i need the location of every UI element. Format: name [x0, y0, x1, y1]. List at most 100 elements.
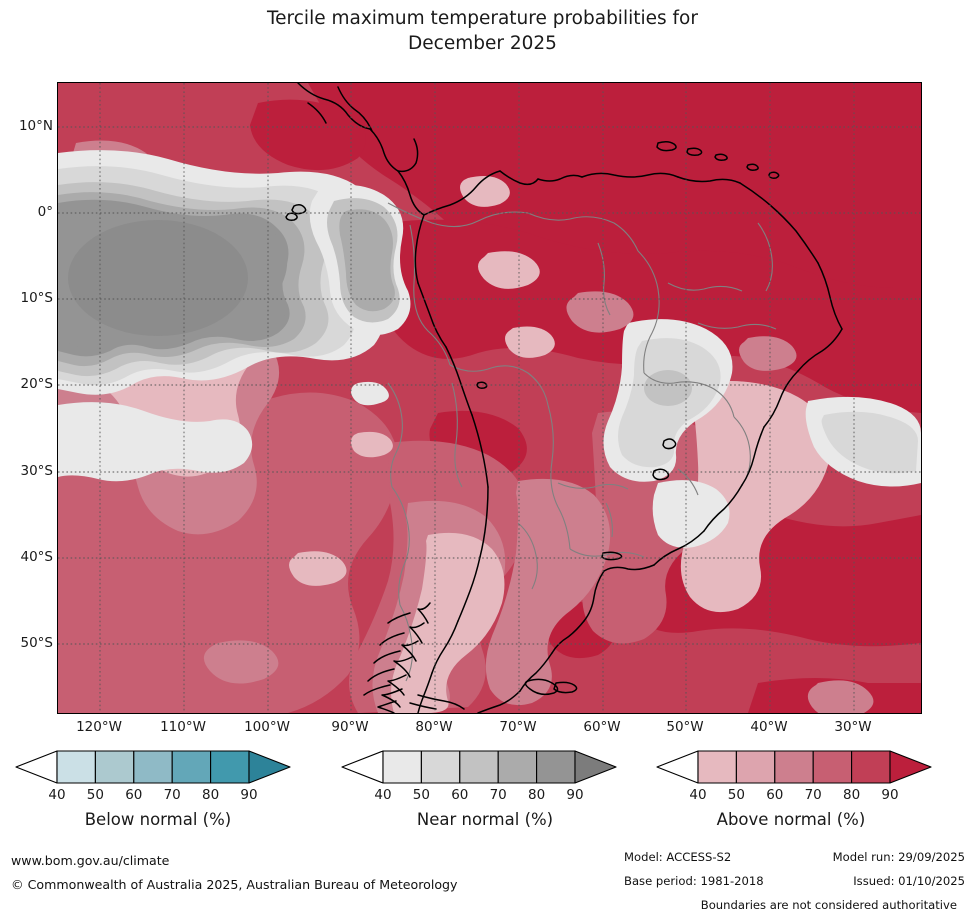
ytick-10N: 10°N: [18, 118, 53, 134]
cbar-above-bin-70: [812, 750, 853, 784]
legend-near-normal: 40 50 60 70 80 90 Near normal (%): [338, 748, 628, 829]
shade-streak-6: [203, 640, 279, 684]
cbar-near-bin-40: [382, 750, 422, 784]
page-title: Tercile maximum temperature probabilitie…: [0, 6, 965, 56]
map-canvas: [58, 83, 921, 713]
country-borders: [387, 202, 777, 682]
shade-above-40-b: [391, 532, 505, 713]
shade-above-90-e: [250, 99, 366, 171]
shade-near-brazil-core: [644, 370, 692, 406]
cbar-below-bin-70: [171, 750, 212, 784]
xtick-110W: 110°W: [160, 719, 206, 735]
near-tick-40: 40: [374, 787, 392, 803]
legend-caption-near: Near normal (%): [416, 810, 554, 829]
shade-streak-9: [351, 431, 393, 458]
legend-above-normal: 40 50 60 70 80 90 Above normal (%): [653, 748, 953, 829]
footer-model: Model: ACCESS-S2: [624, 850, 732, 864]
above-tick-40: 40: [689, 787, 707, 803]
colorbar-near-normal: [341, 750, 617, 784]
shade-streak-3: [505, 326, 555, 358]
legend-caption-below: Below normal (%): [84, 810, 232, 829]
xtick-80W: 80°W: [415, 719, 453, 735]
footer-metadata: Model: ACCESS-S2 Model run: 29/09/2025 B…: [624, 850, 965, 898]
shade-near-uruguay: [652, 480, 730, 548]
title-line-2: December 2025: [408, 33, 557, 54]
above-tick-70: 70: [804, 787, 822, 803]
below-tick-50: 50: [86, 787, 104, 803]
xtick-50W: 50°W: [666, 719, 704, 735]
shade-streak-1: [478, 251, 540, 289]
ytick-30S: 30°S: [20, 463, 54, 479]
ytick-50S: 50°S: [20, 635, 54, 651]
cbar-above-bin-50: [735, 750, 776, 784]
shade-streak-4: [739, 336, 797, 371]
shade-streak-5: [460, 176, 510, 207]
footer-copyright: © Commonwealth of Australia 2025, Austra…: [11, 877, 458, 892]
shade-above-50-c: [485, 478, 611, 706]
footer-left: www.bom.gov.au/climate © Commonwealth of…: [11, 849, 457, 897]
shade-streak-10: [351, 381, 389, 406]
colorbar-below-ticks: 40 50 60 70 80 90: [8, 787, 298, 807]
shade-streak-2: [566, 291, 634, 333]
near-tick-90: 90: [566, 787, 584, 803]
above-tick-50: 50: [727, 787, 745, 803]
above-tick-90: 90: [881, 787, 899, 803]
cbar-below-bin-40: [56, 750, 96, 784]
cbar-above-bin-40: [697, 750, 737, 784]
footer-base-period: Base period: 1981-2018: [624, 874, 764, 888]
footer-model-run: Model run: 29/09/2025: [832, 850, 965, 864]
near-tick-70: 70: [489, 787, 507, 803]
ytick-20S: 20°S: [20, 376, 54, 392]
cbar-below-bin-50: [94, 750, 135, 784]
ytick-40S: 40°S: [20, 549, 54, 565]
cbar-above-right-arrow: [889, 750, 932, 784]
cbar-above-bin-80: [851, 750, 891, 784]
colorbar-near-ticks: 40 50 60 70 80 90: [338, 787, 628, 807]
xtick-60W: 60°W: [583, 719, 621, 735]
xtick-30W: 30°W: [834, 719, 872, 735]
map-gridlines: [58, 83, 921, 713]
cbar-near-bin-60: [459, 750, 499, 784]
xtick-70W: 70°W: [499, 719, 537, 735]
colorbar-above-ticks: 40 50 60 70 80 90: [653, 787, 953, 807]
shade-near-peru-dark2: [339, 209, 395, 312]
footer-boundaries-note: Boundaries are not considered authoritat…: [700, 898, 957, 912]
below-tick-80: 80: [202, 787, 220, 803]
probability-map: [57, 82, 922, 714]
cbar-near-right-arrow: [574, 750, 617, 784]
shade-near-sw: [58, 402, 253, 482]
below-tick-60: 60: [125, 787, 143, 803]
xtick-120W: 120°W: [76, 719, 122, 735]
cbar-near-bin-80: [536, 750, 576, 784]
coastline: [285, 83, 843, 713]
above-tick-60: 60: [766, 787, 784, 803]
title-line-1: Tercile maximum temperature probabilitie…: [267, 8, 698, 29]
shade-near-80-core: [68, 209, 288, 351]
ytick-10S: 10°S: [20, 290, 54, 306]
cbar-below-left-arrow: [15, 750, 58, 784]
shade-above-90: [308, 83, 921, 304]
colorbar-above-normal: [656, 750, 932, 784]
cbar-near-bin-70: [497, 750, 538, 784]
above-tick-80: 80: [843, 787, 861, 803]
near-tick-80: 80: [528, 787, 546, 803]
footer-website[interactable]: www.bom.gov.au/climate: [11, 853, 170, 868]
footer-issued: Issued: 01/10/2025: [853, 874, 965, 888]
cbar-above-left-arrow: [656, 750, 699, 784]
below-tick-40: 40: [48, 787, 66, 803]
shade-near-90-core: [68, 220, 248, 336]
cbar-below-bin-80: [210, 750, 250, 784]
ytick-0: 0°: [37, 204, 53, 220]
near-tick-50: 50: [412, 787, 430, 803]
legend-caption-above: Above normal (%): [716, 810, 866, 829]
near-tick-60: 60: [451, 787, 469, 803]
cbar-near-bin-50: [420, 750, 461, 784]
cbar-near-left-arrow: [341, 750, 384, 784]
cbar-below-right-arrow: [248, 750, 291, 784]
shade-near-satlantic-b: [821, 411, 918, 474]
legend-below-normal: 40 50 60 70 80 90 Below normal (%): [8, 748, 298, 829]
colorbar-below-normal: [15, 750, 291, 784]
xtick-40W: 40°W: [750, 719, 788, 735]
shade-above-40-c: [680, 380, 831, 613]
cbar-above-bin-60: [774, 750, 814, 784]
